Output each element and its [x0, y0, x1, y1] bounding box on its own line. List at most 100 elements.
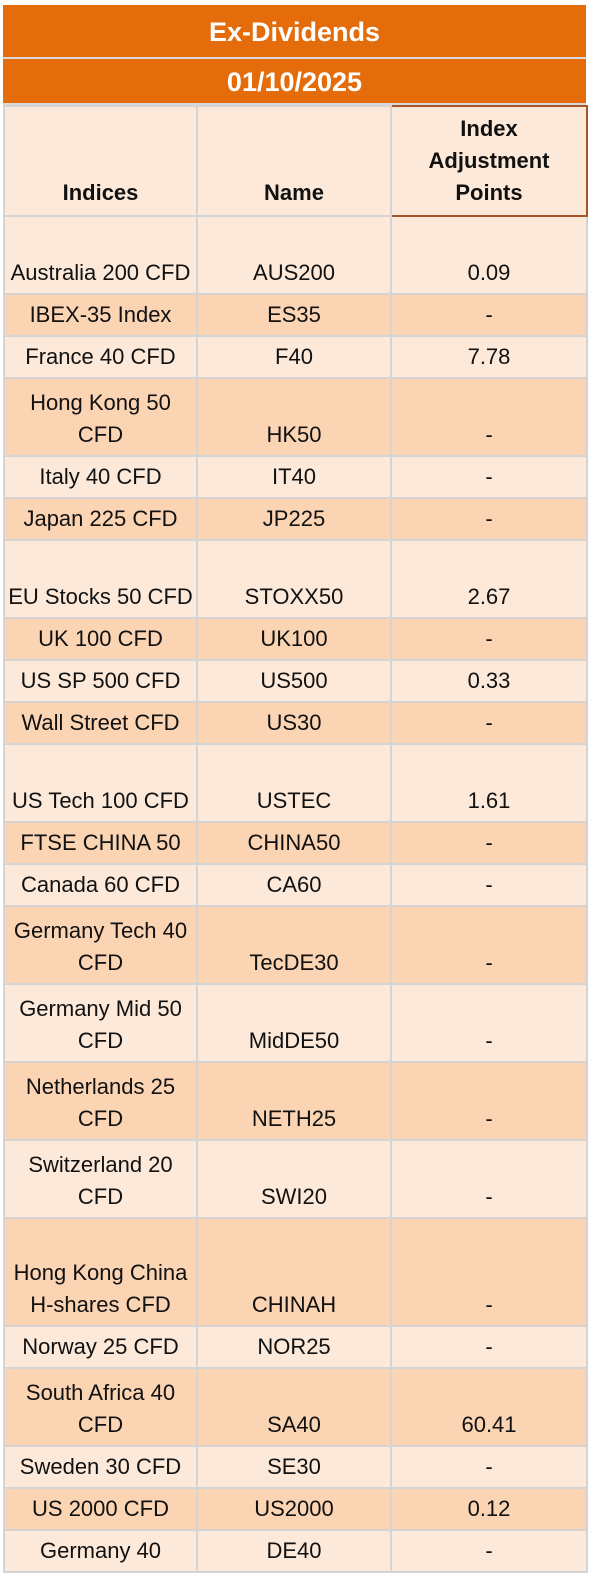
cell-points: 0.09: [390, 215, 588, 295]
cell-index: US Tech 100 CFD: [3, 743, 198, 823]
table-row: Hong Kong 50 CFD HK50-: [3, 377, 588, 457]
cell-points: -: [390, 821, 588, 865]
cell-points: -: [390, 1217, 588, 1327]
cell-points: -: [390, 1529, 588, 1573]
cell-name: NOR25: [196, 1325, 392, 1369]
cell-name: CA60: [196, 863, 392, 907]
header-indices: Indices: [3, 105, 198, 217]
table-row: FTSE CHINA 50 CHINA50-: [3, 821, 588, 865]
cell-points: -: [390, 1139, 588, 1219]
cell-name: IT40: [196, 455, 392, 499]
table-row: Australia 200 CFD AUS200 0.09: [3, 215, 588, 295]
cell-name: UK100: [196, 617, 392, 661]
cell-name: US30: [196, 701, 392, 745]
cell-name: HK50: [196, 377, 392, 457]
table-row: Germany 40 DE40-: [3, 1529, 588, 1573]
cell-index: UK 100 CFD: [3, 617, 198, 661]
table-row: Germany Tech 40 CFD TecDE30-: [3, 905, 588, 985]
cell-name: ES35: [196, 293, 392, 337]
cell-name: NETH25: [196, 1061, 392, 1141]
table-row: IBEX-35 Index ES35-: [3, 293, 588, 337]
cell-points: -: [390, 1445, 588, 1489]
cell-name: TecDE30: [196, 905, 392, 985]
header-name: Name: [196, 105, 392, 217]
date-banner: 01/10/2025: [3, 59, 586, 105]
cell-points: -: [390, 293, 588, 337]
header-row: Indices Name Index Adjustment Points: [3, 105, 588, 217]
cell-points: 7.78: [390, 335, 588, 379]
table-row: UK 100 CFD UK100-: [3, 617, 588, 661]
table-row: South Africa 40 CFD SA40 60.41: [3, 1367, 588, 1447]
cell-points: -: [390, 1061, 588, 1141]
cell-index: FTSE CHINA 50: [3, 821, 198, 865]
cell-name: SA40: [196, 1367, 392, 1447]
cell-index: Italy 40 CFD: [3, 455, 198, 499]
cell-name: MidDE50: [196, 983, 392, 1063]
cell-points: -: [390, 905, 588, 985]
cell-name: SE30: [196, 1445, 392, 1489]
cell-points: 0.33: [390, 659, 588, 703]
table-row: France 40 CFD F40 7.78: [3, 335, 588, 379]
table-row: Canada 60 CFD CA60-: [3, 863, 588, 907]
table-row: Italy 40 CFD IT40-: [3, 455, 588, 499]
cell-name: SWI20: [196, 1139, 392, 1219]
table-row: Netherlands 25 CFD NETH25-: [3, 1061, 588, 1141]
table-row: US Tech 100 CFD USTEC 1.61: [3, 743, 588, 823]
cell-index: US SP 500 CFD: [3, 659, 198, 703]
cell-points: 1.61: [390, 743, 588, 823]
cell-index: Wall Street CFD: [3, 701, 198, 745]
ex-dividends-sheet: Ex-Dividends 01/10/2025 Indices Name Ind…: [3, 5, 588, 1573]
cell-index: US 2000 CFD: [3, 1487, 198, 1531]
table-row: Wall Street CFD US30-: [3, 701, 588, 745]
cell-index: Germany 40: [3, 1529, 198, 1573]
cell-name: F40: [196, 335, 392, 379]
cell-points: -: [390, 377, 588, 457]
cell-name: USTEC: [196, 743, 392, 823]
cell-index: Hong Kong China H-shares CFD: [3, 1217, 198, 1327]
cell-index: IBEX-35 Index: [3, 293, 198, 337]
page-title: Ex-Dividends: [3, 5, 586, 59]
table-row: Hong Kong China H-shares CFD CHINAH -: [3, 1217, 588, 1327]
cell-name: STOXX50: [196, 539, 392, 619]
cell-index: Switzerland 20 CFD: [3, 1139, 198, 1219]
cell-name: CHINAH: [196, 1217, 392, 1327]
cell-name: US500: [196, 659, 392, 703]
header-adjustment-label: Index Adjustment Points: [428, 116, 550, 205]
header-adjustment-points: Index Adjustment Points: [390, 105, 588, 217]
cell-index: South Africa 40 CFD: [3, 1367, 198, 1447]
table-row: Norway 25 CFD NOR25-: [3, 1325, 588, 1369]
cell-index: Germany Tech 40 CFD: [3, 905, 198, 985]
dividends-table: Indices Name Index Adjustment Points Aus…: [3, 105, 588, 1573]
cell-name: US2000: [196, 1487, 392, 1531]
table-row: US SP 500 CFD US500 0.33: [3, 659, 588, 703]
cell-points: -: [390, 983, 588, 1063]
cell-points: -: [390, 617, 588, 661]
cell-index: Canada 60 CFD: [3, 863, 198, 907]
table-row: Japan 225 CFD JP225-: [3, 497, 588, 541]
cell-index: France 40 CFD: [3, 335, 198, 379]
cell-points: 0.12: [390, 1487, 588, 1531]
table-row: Switzerland 20 CFD SWI20-: [3, 1139, 588, 1219]
cell-points: 2.67: [390, 539, 588, 619]
table-row: Sweden 30 CFD SE30-: [3, 1445, 588, 1489]
cell-name: DE40: [196, 1529, 392, 1573]
table-row: Germany Mid 50 CFD MidDE50-: [3, 983, 588, 1063]
cell-index: Norway 25 CFD: [3, 1325, 198, 1369]
table-body: Australia 200 CFD AUS200 0.09 IBEX-35 Index…: [3, 215, 588, 1573]
cell-index: EU Stocks 50 CFD: [3, 539, 198, 619]
table-row: EU Stocks 50 CFD STOXX50 2.67: [3, 539, 588, 619]
cell-name: AUS200: [196, 215, 392, 295]
cell-name: JP225: [196, 497, 392, 541]
cell-points: 60.41: [390, 1367, 588, 1447]
cell-points: -: [390, 455, 588, 499]
cell-points: -: [390, 863, 588, 907]
cell-index: Hong Kong 50 CFD: [3, 377, 198, 457]
cell-points: -: [390, 497, 588, 541]
cell-index: Germany Mid 50 CFD: [3, 983, 198, 1063]
cell-name: CHINA50: [196, 821, 392, 865]
cell-points: -: [390, 1325, 588, 1369]
cell-index: Japan 225 CFD: [3, 497, 198, 541]
cell-index: Netherlands 25 CFD: [3, 1061, 198, 1141]
table-row: US 2000 CFD US2000 0.12: [3, 1487, 588, 1531]
cell-points: -: [390, 701, 588, 745]
